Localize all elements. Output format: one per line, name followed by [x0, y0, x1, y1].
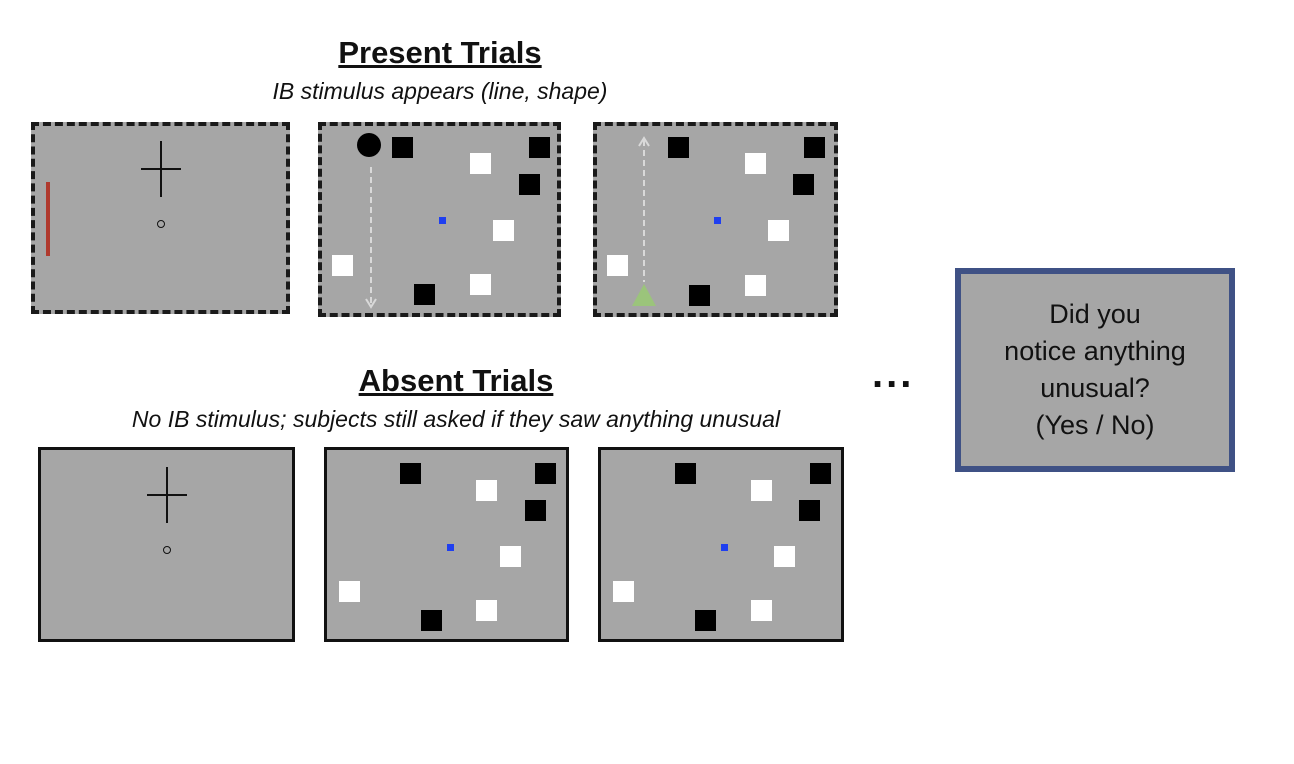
black-square: [668, 137, 689, 158]
black-square: [675, 463, 696, 484]
black-square: [400, 463, 421, 484]
present-triangle-panel: [593, 122, 838, 317]
ib-red-line-stimulus: [46, 182, 50, 256]
black-square: [804, 137, 825, 158]
ib-triangle-stimulus: [632, 284, 656, 306]
black-square: [689, 285, 710, 306]
fixation-cross-horizontal: [147, 494, 187, 496]
absent-fixation-panel: [38, 447, 295, 642]
fixation-dot: [714, 217, 721, 224]
question-line: Did you: [1049, 299, 1141, 329]
black-square: [519, 174, 540, 195]
white-square: [476, 480, 497, 501]
black-square: [810, 463, 831, 484]
white-square: [774, 546, 795, 567]
white-square: [751, 480, 772, 501]
fixation-dot: [721, 544, 728, 551]
fixation-cross-horizontal: [141, 168, 181, 170]
fixation-ring: [157, 220, 165, 228]
white-square: [470, 274, 491, 295]
present-fixation-panel: [31, 122, 290, 314]
white-square: [332, 255, 353, 276]
ib-circle-stimulus: [357, 133, 381, 157]
white-square: [613, 581, 634, 602]
downward-motion-arrow: [365, 167, 377, 309]
black-square: [525, 500, 546, 521]
sequence-ellipsis: ...: [872, 352, 915, 396]
black-square: [421, 610, 442, 631]
absent-squares-panel: [598, 447, 844, 642]
present-circle-panel: [318, 122, 561, 317]
fixation-dot: [447, 544, 454, 551]
absent-trials-subtitle: No IB stimulus; subjects still asked if …: [131, 406, 781, 432]
present-trials-subtitle: IB stimulus appears (line, shape): [272, 78, 608, 104]
question-line: notice anything: [1004, 336, 1186, 366]
white-square: [339, 581, 360, 602]
black-square: [414, 284, 435, 305]
upward-motion-arrow: [638, 136, 650, 282]
black-square: [799, 500, 820, 521]
white-square: [745, 153, 766, 174]
black-square: [793, 174, 814, 195]
white-square: [768, 220, 789, 241]
white-square: [607, 255, 628, 276]
question-line: (Yes / No): [1035, 410, 1155, 440]
black-square: [535, 463, 556, 484]
black-square: [392, 137, 413, 158]
white-square: [476, 600, 497, 621]
black-square: [529, 137, 550, 158]
absent-squares-panel: [324, 447, 569, 642]
white-square: [751, 600, 772, 621]
absent-trials-title: Absent Trials: [358, 363, 554, 398]
present-trials-title: Present Trials: [338, 35, 542, 70]
question-line: unusual?: [1040, 373, 1150, 403]
white-square: [500, 546, 521, 567]
question-box: Did you notice anything unusual? (Yes / …: [955, 268, 1235, 472]
fixation-ring: [163, 546, 171, 554]
fixation-dot: [439, 217, 446, 224]
white-square: [745, 275, 766, 296]
black-square: [695, 610, 716, 631]
white-square: [493, 220, 514, 241]
question-text: Did you notice anything unusual? (Yes / …: [1004, 296, 1186, 444]
white-square: [470, 153, 491, 174]
